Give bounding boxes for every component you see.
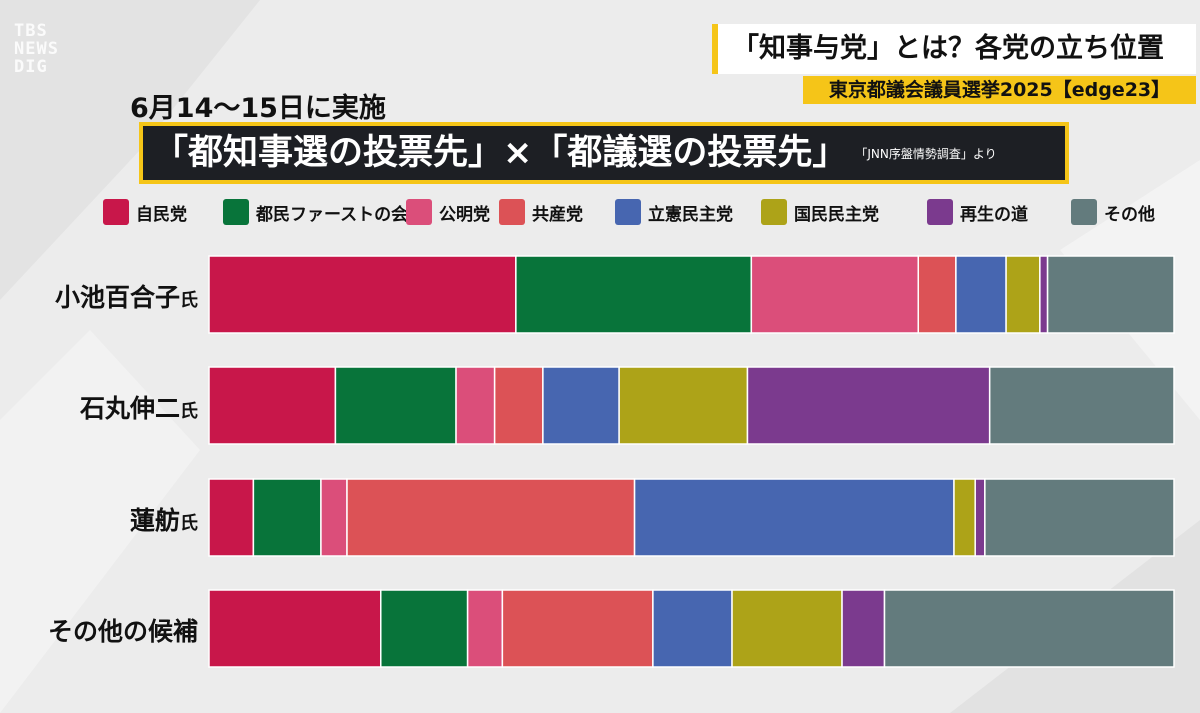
honorific-suffix: 氏 — [180, 401, 198, 422]
candidate-name: 蓮舫 — [129, 506, 180, 535]
legend-swatch — [761, 199, 787, 225]
category-label: 石丸伸二氏 — [0, 389, 198, 425]
bar-segment — [501, 589, 654, 668]
legend-label: 立憲民主党 — [648, 204, 733, 225]
bar-segment — [455, 366, 496, 445]
legend-label: 都民ファーストの会 — [256, 204, 409, 225]
chart-title: 「都知事選の投票先」×「都議選の投票先」 — [153, 133, 848, 173]
bar-segment — [1039, 255, 1049, 334]
legend-swatch — [1071, 199, 1097, 225]
legend-item: 自民党 — [103, 197, 187, 227]
bar-segment — [974, 478, 986, 557]
bar-segment — [841, 589, 886, 668]
legend-item: 都民ファーストの会 — [223, 197, 408, 227]
bar-segment — [652, 589, 733, 668]
bar-segment — [618, 366, 749, 445]
legend-label: 国民民主党 — [794, 204, 879, 225]
category-label: 小池百合子氏 — [0, 278, 198, 314]
watermark-line: DIG — [14, 57, 48, 77]
honorific-suffix: 氏 — [180, 290, 198, 311]
bar-segment — [1005, 255, 1041, 334]
bar-segment — [334, 366, 457, 445]
bar-segment — [988, 366, 1175, 445]
legend-swatch — [927, 199, 953, 225]
corner-title: 「知事与党」とは？各党の立ち位置 — [712, 24, 1196, 74]
bar-segment — [984, 478, 1175, 557]
legend-label: 公明党 — [439, 204, 490, 225]
chart-title-banner: 「都知事選の投票先」×「都議選の投票先」 「JNN序盤情勢調査」より — [139, 122, 1069, 184]
legend-item: 共産党 — [499, 197, 583, 227]
legend-swatch — [406, 199, 432, 225]
survey-date: 6月14〜15日に実施 — [130, 93, 386, 124]
bar-segment — [466, 589, 504, 668]
bar-segment — [208, 478, 255, 557]
watermark-line: TBS — [14, 21, 48, 41]
bar-segment — [542, 366, 620, 445]
legend-item: 国民民主党 — [761, 197, 879, 227]
category-label: その他の候補 — [0, 612, 198, 648]
bar-segment — [633, 478, 955, 557]
bar-segment — [750, 255, 920, 334]
bar-segment — [252, 478, 322, 557]
bar-segment — [731, 589, 843, 668]
legend-item: 公明党 — [406, 197, 490, 227]
bar-segment — [346, 478, 636, 557]
candidate-name: 小池百合子 — [54, 283, 180, 312]
source-note: 「JNN序盤情勢調査」より — [861, 147, 997, 161]
honorific-suffix: 氏 — [180, 513, 198, 534]
candidate-name: その他の候補 — [47, 617, 198, 646]
legend-swatch — [223, 199, 249, 225]
tbs-news-dig-watermark: TBS NEWS DIG — [14, 22, 104, 76]
bar-segment — [320, 478, 348, 557]
legend-label: 自民党 — [136, 204, 187, 225]
watermark-line: NEWS — [14, 39, 59, 59]
chart-legend: 自民党 都民ファーストの会 公明党 共産党 立憲民主党 国民民主党 再生の道 その他 — [103, 197, 1193, 227]
bar-segment — [380, 589, 469, 668]
bar-segment — [883, 589, 1175, 668]
bar-segment — [746, 366, 991, 445]
bar-segment — [515, 255, 753, 334]
bar-segment — [208, 589, 382, 668]
bar-segment — [953, 478, 976, 557]
bar-segment — [208, 366, 337, 445]
bar-segment — [955, 255, 1007, 334]
legend-label: 再生の道 — [960, 204, 1028, 225]
legend-label: その他 — [1104, 204, 1155, 225]
bar-segment — [493, 366, 544, 445]
legend-swatch — [615, 199, 641, 225]
legend-swatch — [499, 199, 525, 225]
bar-segment — [917, 255, 957, 334]
legend-swatch — [103, 199, 129, 225]
legend-item: 立憲民主党 — [615, 197, 733, 227]
legend-item: その他 — [1071, 197, 1155, 227]
corner-subtitle: 東京都議会議員選挙2025【edge23】 — [803, 76, 1196, 104]
bar-segment — [1046, 255, 1175, 334]
category-label: 蓮舫氏 — [0, 501, 198, 537]
candidate-name: 石丸伸二 — [79, 394, 180, 423]
bar-segment — [208, 255, 517, 334]
legend-item: 再生の道 — [927, 197, 1028, 227]
legend-label: 共産党 — [532, 204, 583, 225]
